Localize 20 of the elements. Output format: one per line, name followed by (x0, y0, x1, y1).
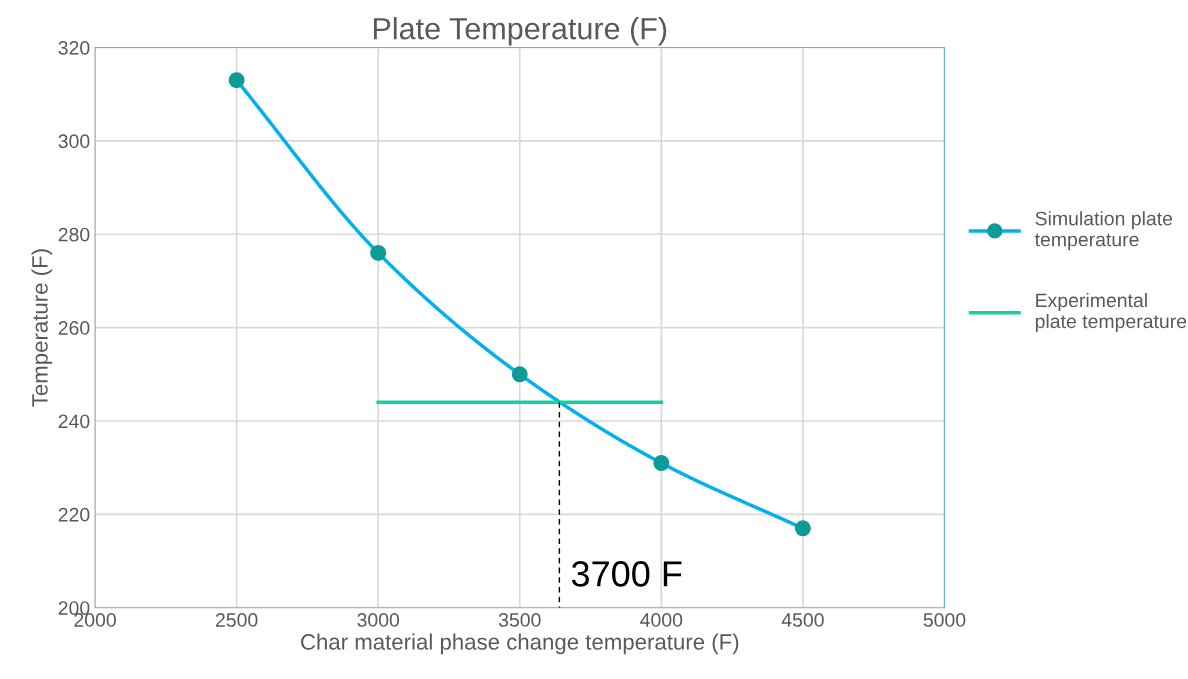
x-tick-label: 5000 (923, 613, 966, 627)
y-tick-label: 320 (58, 41, 90, 55)
y-tick-label: 280 (58, 227, 90, 242)
legend-label: Simulation plate temperature (1034, 211, 1173, 251)
x-tick-label: 3000 (357, 613, 400, 627)
x-tick-label: 4000 (640, 613, 683, 627)
y-tick-label: 260 (58, 321, 90, 335)
x-tick-label: 2500 (215, 613, 258, 627)
y-axis-title: Temperature (F) (31, 249, 53, 407)
y-tick-label: 300 (58, 134, 90, 149)
annotation: 3700 F (571, 561, 682, 587)
x-tick-label: 3500 (498, 613, 541, 627)
y-tick-label: 220 (58, 507, 90, 522)
legend-label: Experimental plate temperature (1035, 292, 1187, 333)
chart-title: Plate Temperature (F) (373, 17, 667, 46)
x-tick-label: 2000 (74, 613, 116, 627)
x-axis-title: Char material phase change temperature (F) (301, 633, 739, 655)
y-tick-label: 240 (58, 414, 90, 429)
y-tick-label: 200 (58, 601, 90, 615)
x-tick-label: 4500 (781, 613, 824, 627)
